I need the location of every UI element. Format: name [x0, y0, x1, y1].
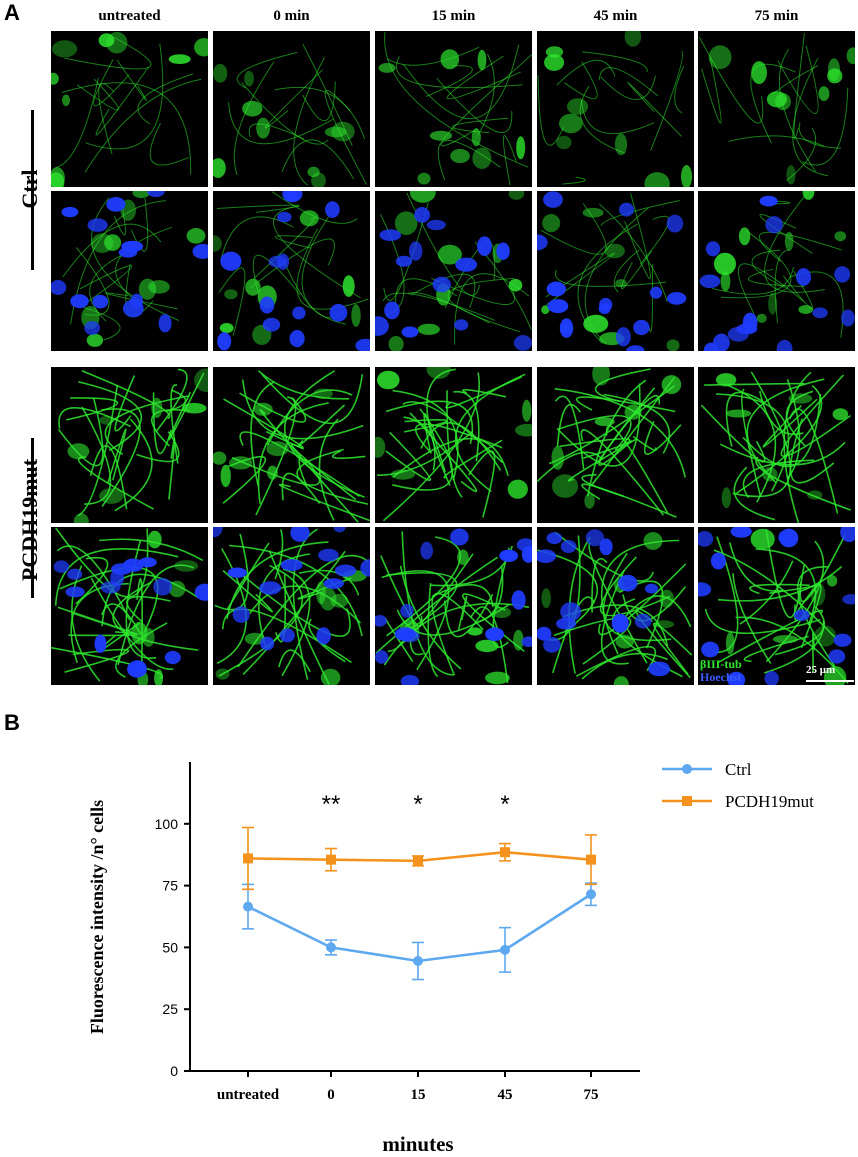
pcdh19mut-row-bar — [31, 438, 34, 598]
ctrl-row-bar — [31, 110, 34, 270]
micrograph-ctrl-merge-2 — [375, 191, 532, 351]
point-PCDH19mut-2 — [413, 855, 423, 866]
micrograph-ctrl-tubulin-0 — [51, 31, 208, 187]
y-tick-label-2: 50 — [162, 939, 178, 955]
significance-0: ** — [322, 791, 341, 818]
micrograph-pcdh19mut-merge-4 — [698, 527, 855, 685]
micrograph-ctrl-tubulin-2 — [375, 31, 532, 187]
scale-bar — [806, 680, 854, 682]
x-tick-label-3: 45 — [498, 1087, 513, 1103]
significance-2: * — [500, 791, 509, 818]
micrograph-ctrl-merge-0 — [51, 191, 208, 351]
point-PCDH19mut-1 — [326, 854, 336, 865]
point-Ctrl-3 — [500, 944, 510, 955]
micrograph-pcdh19mut-merge-0 — [51, 527, 208, 685]
column-header-0: untreated — [98, 8, 161, 24]
micrograph-pcdh19mut-tubulin-3 — [537, 367, 694, 523]
line-chart: 0 25 50 75 100 untreated 0 15 45 75 minutes Fluores… — [87, 760, 814, 1156]
series-Ctrl — [242, 882, 597, 981]
micrograph-ctrl-merge-1 — [213, 191, 370, 351]
micrograph-ctrl-merge-3 — [537, 191, 694, 351]
micrograph-pcdh19mut-tubulin-1 — [213, 367, 370, 523]
point-PCDH19mut-3 — [500, 847, 510, 858]
series-PCDH19mut — [242, 826, 597, 891]
column-header-1: 0 min — [273, 8, 310, 24]
y-tick-label-4: 100 — [155, 816, 179, 832]
legend-marker-PCDH19mut — [682, 796, 692, 806]
point-Ctrl-4 — [586, 889, 596, 900]
column-header-3: 45 min — [593, 8, 638, 24]
point-Ctrl-2 — [413, 955, 423, 966]
x-tick-label-1: 0 — [327, 1087, 335, 1103]
point-Ctrl-0 — [243, 901, 253, 912]
column-header-2: 15 min — [431, 8, 476, 24]
x-axis-label: minutes — [382, 1132, 453, 1156]
micrograph-pcdh19mut-tubulin-0 — [51, 367, 208, 523]
micrograph-ctrl-tubulin-3 — [537, 31, 694, 187]
micrograph-pcdh19mut-merge-1 — [213, 527, 370, 685]
x-tick-label-2: 15 — [411, 1087, 426, 1103]
y-axis-label: Fluorescence intensity /n° cells — [87, 800, 107, 1034]
micrograph-ctrl-tubulin-4 — [698, 31, 855, 187]
x-tick-label-4: 75 — [584, 1087, 599, 1103]
legend-label-PCDH19mut: PCDH19mut — [725, 792, 814, 811]
series-line-Ctrl — [247, 893, 592, 963]
legend-label-Ctrl: Ctrl — [725, 760, 752, 779]
micrograph-pcdh19mut-merge-2 — [375, 527, 532, 685]
panel-b-letter: B — [4, 710, 20, 735]
stain-legend-btubulin: βIII-tub — [700, 657, 742, 671]
panel-a-letter: A — [4, 0, 20, 25]
row-label-ctrl: Ctrl — [17, 169, 42, 209]
micrograph-pcdh19mut-merge-3 — [537, 527, 694, 685]
column-header-4: 75 min — [754, 8, 799, 24]
point-Ctrl-1 — [326, 942, 336, 953]
x-tick-label-0: untreated — [217, 1087, 280, 1103]
micrograph-ctrl-merge-4 — [698, 191, 855, 351]
y-tick-label-1: 25 — [162, 1001, 178, 1017]
micrograph-pcdh19mut-tubulin-4 — [698, 367, 855, 523]
y-tick-label-3: 75 — [162, 878, 178, 894]
row-label-pcdh19mut: PCDH19mut — [17, 458, 42, 582]
micrograph-ctrl-tubulin-1 — [213, 31, 370, 187]
significance-1: * — [413, 791, 422, 818]
legend-marker-Ctrl — [682, 764, 692, 774]
point-PCDH19mut-4 — [586, 854, 596, 865]
point-PCDH19mut-0 — [243, 853, 253, 864]
y-tick-label-0: 0 — [170, 1063, 178, 1079]
micrograph-pcdh19mut-tubulin-2 — [375, 367, 532, 523]
stain-legend-hoechst: Hoechst — [700, 670, 742, 684]
scale-bar-label: 25 μm — [806, 664, 836, 676]
